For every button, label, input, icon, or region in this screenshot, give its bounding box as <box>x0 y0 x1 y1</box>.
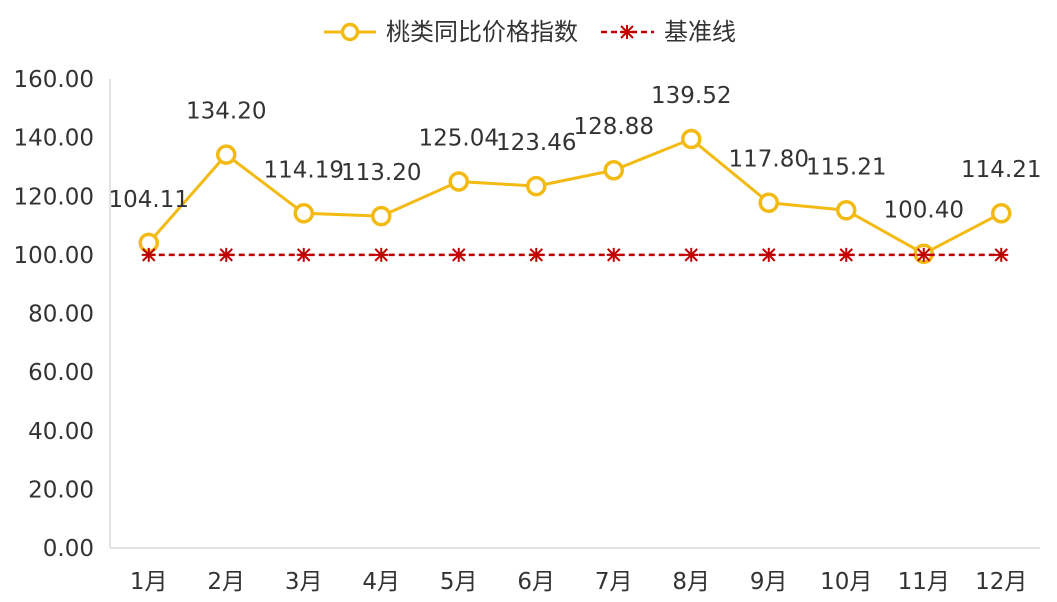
x-tick-label: 1月 <box>130 569 168 595</box>
price-index-point <box>681 128 702 150</box>
legend: 桃类同比价格指数 基准线 <box>324 18 736 46</box>
y-axis-ticks: 0.00 20.00 40.00 60.00 80.00 100.00 120.00 140.… <box>14 67 94 562</box>
data-label: 123.46 <box>496 130 576 156</box>
price-index-point <box>836 200 857 221</box>
x-tick-label: 4月 <box>362 569 400 595</box>
y-tick-label: 160.00 <box>14 67 94 93</box>
legend-label-baseline: 基准线 <box>664 18 736 46</box>
baseline-point <box>219 247 234 262</box>
price-index-point <box>526 175 547 197</box>
legend-item-price-index: 桃类同比价格指数 <box>324 18 578 46</box>
x-tick-label: 8月 <box>672 569 710 595</box>
price-index-point <box>448 171 469 192</box>
data-label: 114.21 <box>961 157 1041 183</box>
y-tick-label: 0.00 <box>43 536 94 562</box>
data-label: 117.80 <box>729 147 809 173</box>
x-tick-label: 5月 <box>440 569 478 595</box>
x-tick-label: 3月 <box>285 569 323 595</box>
price-index-point <box>758 192 779 213</box>
baseline-point <box>374 247 389 262</box>
legend-marker-baseline <box>620 25 634 39</box>
data-label: 139.52 <box>651 83 731 109</box>
y-tick-label: 100.00 <box>14 243 94 269</box>
x-tick-label: 12月 <box>975 569 1027 595</box>
price-index-point <box>293 203 314 224</box>
baseline-point <box>839 247 854 262</box>
x-tick-label: 6月 <box>517 569 555 595</box>
price-index-line <box>147 137 1002 256</box>
legend-label-price-index: 桃类同比价格指数 <box>386 18 578 46</box>
data-label: 128.88 <box>574 114 654 140</box>
data-label: 100.40 <box>884 198 964 224</box>
y-tick-label: 120.00 <box>14 184 94 210</box>
baseline-point <box>451 247 466 262</box>
baseline-point <box>529 247 544 262</box>
data-label: 125.04 <box>419 125 499 151</box>
price-index-point <box>603 159 624 181</box>
data-label: 104.11 <box>109 187 189 213</box>
baseline-point <box>141 247 156 262</box>
price-index-point <box>216 144 237 165</box>
baseline-point <box>684 247 699 262</box>
series-baseline <box>141 247 1009 262</box>
x-tick-label: 7月 <box>595 569 633 595</box>
data-label: 113.20 <box>341 160 421 186</box>
x-tick-label: 9月 <box>750 569 788 595</box>
y-tick-label: 80.00 <box>28 302 94 328</box>
x-axis-ticks: 1月 2月 3月 4月 5月 6月 7月 8月 9月 10月 11月 12月 <box>130 569 1027 595</box>
baseline-point <box>761 247 776 262</box>
y-tick-label: 140.00 <box>14 126 94 152</box>
baseline-point <box>916 247 931 262</box>
price-index-point <box>991 202 1012 224</box>
y-tick-label: 40.00 <box>28 419 94 445</box>
data-label: 134.20 <box>186 99 266 125</box>
data-label: 114.19 <box>264 157 344 183</box>
x-tick-label: 11月 <box>898 569 950 595</box>
data-label: 115.21 <box>806 154 886 180</box>
x-tick-label: 10月 <box>820 569 872 595</box>
baseline-point <box>606 247 621 262</box>
y-tick-label: 60.00 <box>28 360 94 386</box>
baseline-point <box>994 247 1009 262</box>
price-index-point <box>371 205 392 227</box>
x-tick-label: 2月 <box>207 569 245 595</box>
legend-item-baseline: 基准线 <box>601 18 736 46</box>
baseline-point <box>296 247 311 262</box>
legend-marker-price-index <box>340 22 360 42</box>
y-tick-label: 20.00 <box>28 477 94 503</box>
